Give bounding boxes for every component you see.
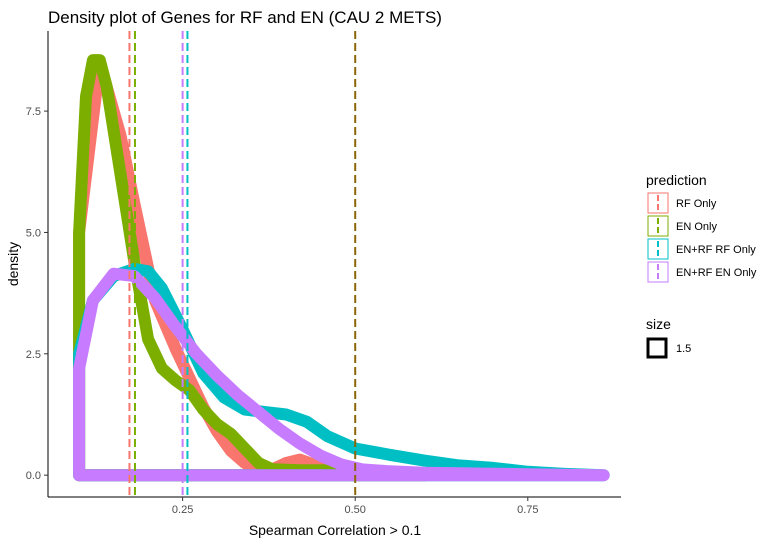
legend-label: RF Only	[676, 198, 717, 210]
legend-item-rf-only: RF Only	[647, 192, 717, 214]
legend-size-key	[646, 337, 668, 359]
y-tick-label: 5.0	[26, 227, 41, 239]
x-tick-label: 0.75	[517, 504, 538, 516]
legend-label: EN Only	[676, 221, 717, 233]
y-axis-title: density	[5, 242, 21, 286]
legend-item-en-only: EN Only	[647, 215, 717, 237]
legend-item-en-rf-en-only: EN+RF EN Only	[647, 261, 757, 283]
density-curve-en-rf-en-only	[73, 267, 610, 482]
x-tick-label: 0.50	[344, 504, 365, 516]
density-curves	[73, 54, 610, 482]
x-axis-title: Spearman Correlation > 0.1	[249, 522, 422, 538]
legend-label: EN+RF EN Only	[676, 267, 757, 279]
y-axis-ticks: 0.0 2.5 5.0 7.5	[26, 106, 48, 482]
x-tick-label: 0.25	[172, 504, 193, 516]
legend: prediction RF Only EN Only EN+RF RF Only EN…	[646, 172, 757, 359]
y-tick-label: 2.5	[26, 349, 41, 361]
legend-key-box	[647, 192, 669, 214]
x-axis-ticks: 0.25 0.50 0.75	[172, 497, 539, 516]
legend-title-size: size	[646, 316, 671, 332]
legend-keys: RF Only EN Only EN+RF RF Only EN+RF EN Only	[647, 192, 757, 283]
legend-size-label: 1.5	[676, 343, 691, 355]
plot-panel: 0.25 0.50 0.75 0.0 2.5 5.0 7.5	[26, 31, 621, 516]
vertical-lines	[128, 31, 357, 497]
y-tick-label: 0.0	[26, 470, 41, 482]
legend-key-box	[647, 215, 669, 237]
legend-item-en-rf-rf-only: EN+RF RF Only	[647, 238, 756, 260]
legend-label: EN+RF RF Only	[676, 244, 756, 256]
chart-title: Density plot of Genes for RF and EN (CAU…	[48, 8, 442, 27]
legend-key-box	[647, 261, 669, 283]
legend-key-box	[647, 238, 669, 260]
legend-title-prediction: prediction	[646, 172, 707, 188]
y-tick-label: 7.5	[26, 106, 41, 118]
